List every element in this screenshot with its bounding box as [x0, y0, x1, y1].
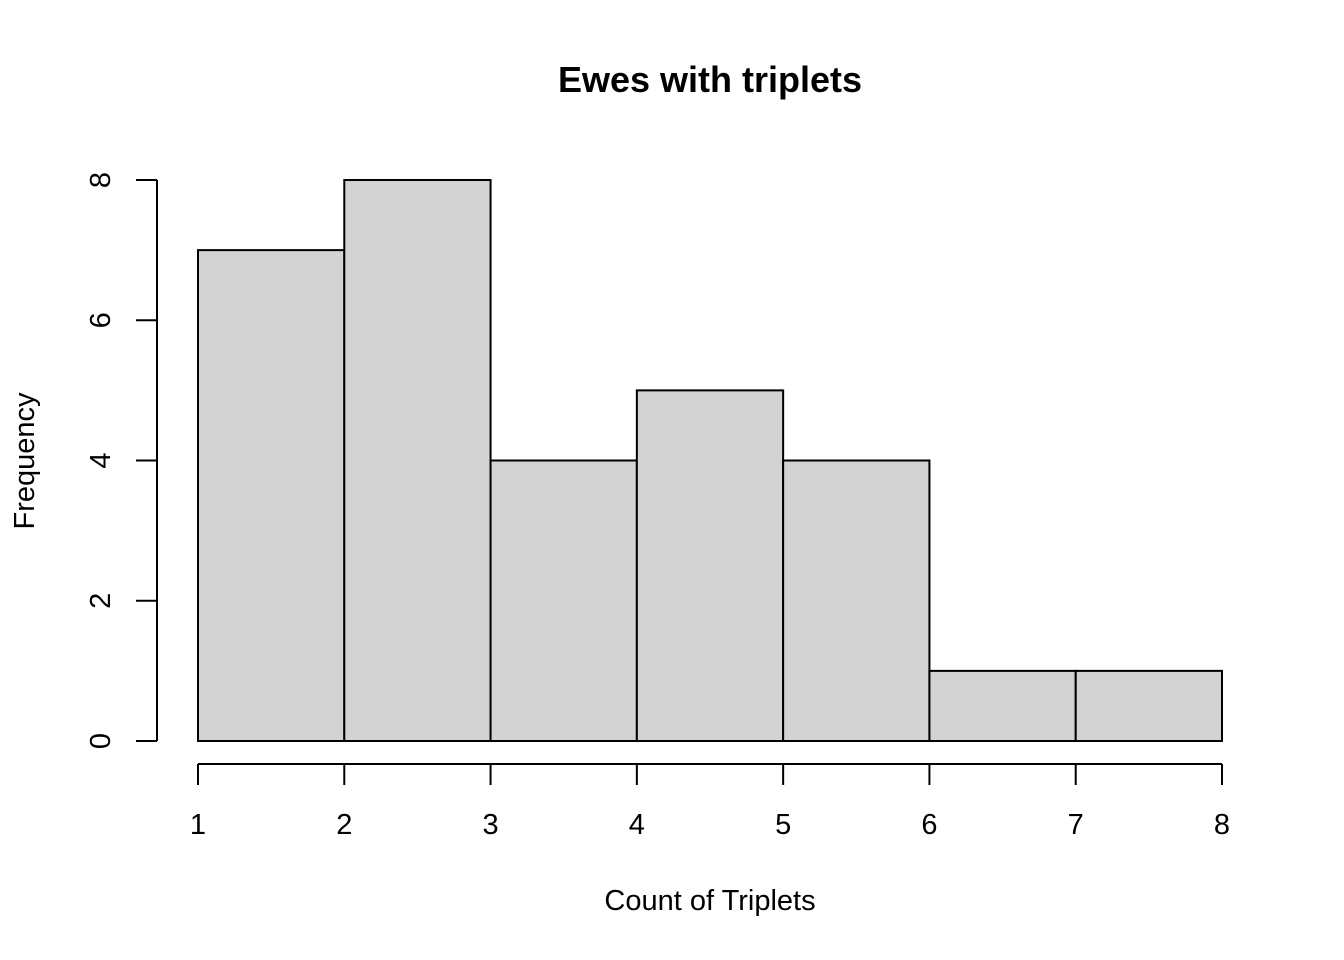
- x-tick-label-1: 1: [190, 809, 206, 841]
- histogram-bar-4: [635, 389, 785, 742]
- histogram-bar-1: [197, 249, 346, 742]
- x-tick-label-7: 7: [1068, 809, 1084, 841]
- y-tick-label-2: 2: [85, 593, 117, 609]
- x-tick-label-2: 2: [336, 809, 352, 841]
- x-tick-label-5: 5: [775, 809, 791, 841]
- histogram-bars: [197, 179, 1223, 742]
- chart-title: Ewes with triplets: [558, 59, 862, 100]
- y-axis-label: Frequency: [9, 392, 41, 530]
- histogram-bar-2: [343, 179, 492, 742]
- y-tick-label-0: 0: [85, 733, 117, 749]
- x-tick-label-4: 4: [629, 809, 645, 841]
- histogram-bar-6: [928, 669, 1077, 742]
- x-tick-label-6: 6: [921, 809, 937, 841]
- x-tick-label-3: 3: [483, 809, 499, 841]
- y-tick-label-6: 6: [85, 312, 117, 328]
- histogram-bar-5: [782, 459, 931, 742]
- y-axis: 0 2 4 6 8: [85, 172, 158, 749]
- y-tick-label-8: 8: [85, 172, 117, 188]
- x-axis: 1 2 3 4 5 6 7 8: [190, 763, 1230, 841]
- histogram-bar-3: [489, 459, 638, 742]
- x-tick-label-8: 8: [1214, 809, 1230, 841]
- y-tick-label-4: 4: [85, 452, 117, 468]
- x-axis-label: Count of Triplets: [604, 885, 815, 917]
- histogram-bar-7: [1074, 669, 1223, 742]
